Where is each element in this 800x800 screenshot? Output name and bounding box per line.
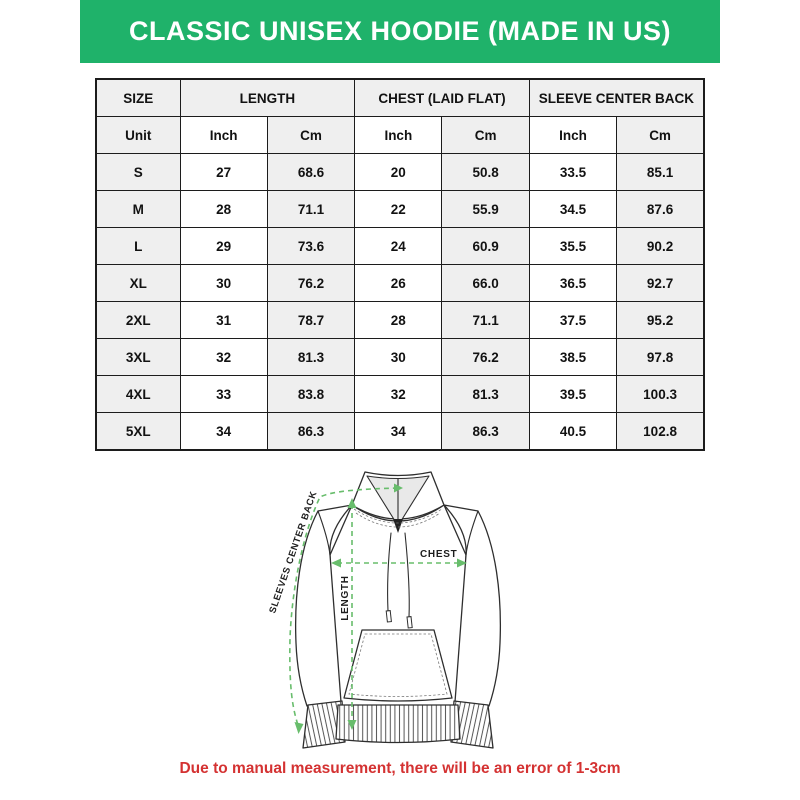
title-banner: CLASSIC UNISEX HOODIE (MADE IN US) (80, 0, 720, 63)
table-row: 3XL 32 81.3 30 76.2 38.5 97.8 (95, 338, 705, 376)
col-header-chest: CHEST (LAID FLAT) (354, 78, 530, 117)
unit-cell: Inch (528, 116, 618, 154)
size-value-cell: 50.8 (441, 153, 530, 191)
size-value-cell: 83.8 (266, 375, 356, 413)
unit-cell: Cm (441, 116, 530, 154)
drawcord-eyelet (393, 519, 403, 533)
page-title: CLASSIC UNISEX HOODIE (MADE IN US) (128, 16, 672, 46)
unit-cell: Cm (616, 116, 705, 154)
unit-cell: Cm (266, 116, 356, 154)
left-cuff (302, 700, 346, 749)
size-label-cell: 5XL (95, 412, 181, 451)
size-value-cell: 34.5 (528, 190, 618, 228)
size-value-cell: 39.5 (528, 375, 618, 413)
hoodie-drawing: CHEST LENGTH SLEEVES CENTER BACK (267, 471, 501, 749)
size-value-cell: 60.9 (441, 227, 530, 265)
size-value-cell: 28 (179, 190, 268, 228)
table-row: 4XL 33 83.8 32 81.3 39.5 100.3 (95, 375, 705, 413)
table-row: M 28 71.1 22 55.9 34.5 87.6 (95, 190, 705, 228)
size-value-cell: 86.3 (266, 412, 356, 451)
size-table-body: S 27 68.6 20 50.8 33.5 85.1 M 28 71.1 22 55.9 34.5 87… (95, 153, 705, 451)
size-value-cell: 29 (179, 227, 268, 265)
size-value-cell: 22 (354, 190, 443, 228)
size-value-cell: 37.5 (528, 301, 618, 339)
size-value-cell: 71.1 (266, 190, 356, 228)
size-label-cell: M (95, 190, 181, 228)
table-row: L 29 73.6 24 60.9 35.5 90.2 (95, 227, 705, 265)
measurement-note: Due to manual measurement, there will be… (179, 760, 621, 777)
size-value-cell: 40.5 (528, 412, 618, 451)
size-value-cell: 32 (179, 338, 268, 376)
size-chart-table-wrap: SIZE LENGTH CHEST (LAID FLAT) SLEEVE CEN… (95, 78, 705, 451)
size-value-cell: 85.1 (616, 153, 705, 191)
hoodie-left-sleeve (295, 504, 353, 707)
size-value-cell: 92.7 (616, 264, 705, 302)
group-header-row: SIZE LENGTH CHEST (LAID FLAT) SLEEVE CEN… (95, 78, 705, 117)
size-value-cell: 26 (354, 264, 443, 302)
size-label-cell: 2XL (95, 301, 181, 339)
length-label: LENGTH (340, 575, 351, 620)
unit-cell: Inch (179, 116, 268, 154)
size-label-cell: 3XL (95, 338, 181, 376)
hoodie-right-sleeve (443, 504, 501, 707)
size-value-cell: 31 (179, 301, 268, 339)
size-value-cell: 97.8 (616, 338, 705, 376)
hoodie-diagram: CHEST LENGTH SLEEVES CENTER BACK (250, 443, 550, 755)
size-label-cell: XL (95, 264, 181, 302)
unit-row: Unit Inch Cm Inch Cm Inch Cm (95, 116, 705, 154)
size-value-cell: 81.3 (266, 338, 356, 376)
unit-cell: Inch (354, 116, 443, 154)
size-label-cell: L (95, 227, 181, 265)
drawstring-left (387, 532, 392, 612)
table-row: S 27 68.6 20 50.8 33.5 85.1 (95, 153, 705, 191)
size-value-cell: 76.2 (266, 264, 356, 302)
size-value-cell: 30 (179, 264, 268, 302)
size-value-cell: 66.0 (441, 264, 530, 302)
table-row: 5XL 34 86.3 34 86.3 40.5 102.8 (95, 412, 705, 451)
size-value-cell: 95.2 (616, 301, 705, 339)
size-value-cell: 87.6 (616, 190, 705, 228)
size-value-cell: 55.9 (441, 190, 530, 228)
size-value-cell: 28 (354, 301, 443, 339)
size-value-cell: 36.5 (528, 264, 618, 302)
size-value-cell: 81.3 (441, 375, 530, 413)
unit-cell: Unit (95, 116, 181, 154)
size-value-cell: 76.2 (441, 338, 530, 376)
size-label-cell: S (95, 153, 181, 191)
hem-band (335, 704, 461, 744)
size-value-cell: 86.3 (441, 412, 530, 451)
table-row: XL 30 76.2 26 66.0 36.5 92.7 (95, 264, 705, 302)
right-cuff (450, 700, 494, 749)
size-value-cell: 33.5 (528, 153, 618, 191)
size-label-cell: 4XL (95, 375, 181, 413)
chest-label: CHEST (420, 549, 457, 560)
size-value-cell: 68.6 (266, 153, 356, 191)
size-value-cell: 32 (354, 375, 443, 413)
size-value-cell: 27 (179, 153, 268, 191)
sleeve-measure-arrow (289, 487, 399, 729)
table-row: 2XL 31 78.7 28 71.1 37.5 95.2 (95, 301, 705, 339)
col-header-sleeve: SLEEVE CENTER BACK (528, 78, 705, 117)
size-value-cell: 33 (179, 375, 268, 413)
col-header-size: SIZE (95, 78, 181, 117)
size-value-cell: 30 (354, 338, 443, 376)
size-value-cell: 35.5 (528, 227, 618, 265)
size-value-cell: 71.1 (441, 301, 530, 339)
size-value-cell: 38.5 (528, 338, 618, 376)
size-chart-table: SIZE LENGTH CHEST (LAID FLAT) SLEEVE CEN… (95, 78, 705, 451)
size-value-cell: 24 (354, 227, 443, 265)
size-value-cell: 73.6 (266, 227, 356, 265)
size-value-cell: 100.3 (616, 375, 705, 413)
size-value-cell: 90.2 (616, 227, 705, 265)
drawstring-right (404, 532, 410, 618)
col-header-length: LENGTH (179, 78, 356, 117)
size-value-cell: 102.8 (616, 412, 705, 451)
size-value-cell: 20 (354, 153, 443, 191)
kangaroo-pocket (343, 629, 453, 702)
size-value-cell: 78.7 (266, 301, 356, 339)
